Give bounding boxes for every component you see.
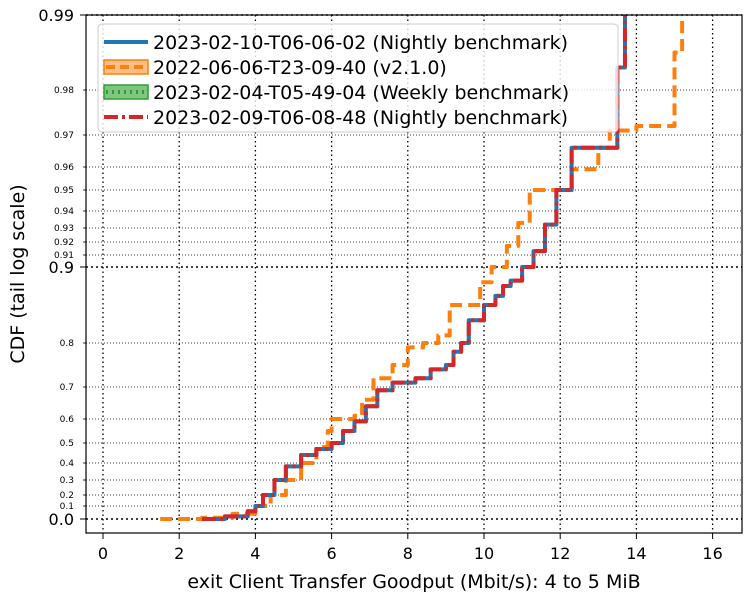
- x-tick-label: 14: [626, 544, 646, 563]
- legend-label: 2023-02-09-T06-08-48 (Nightly benchmark): [153, 107, 568, 129]
- x-tick-label: 10: [474, 544, 494, 563]
- y-minor-tick-label: 0.93: [54, 224, 74, 234]
- y-minor-tick-label: 0.91: [54, 251, 74, 261]
- legend: 2023-02-10-T06-06-02 (Nightly benchmark)…: [97, 23, 619, 133]
- x-tick-label: 16: [702, 544, 722, 563]
- ticks-layer: 0 2 4 6 8 10 12 14 16 0.0 0.9 0.99 0.10.2 0.3 0.4 0.5 0.…: [38, 6, 722, 563]
- x-tick-label: 6: [327, 544, 337, 563]
- x-tick-label: 8: [403, 544, 413, 563]
- y-minor-tick-label: 0.7: [60, 383, 74, 393]
- legend-label: 2023-02-10-T06-06-02 (Nightly benchmark): [153, 32, 568, 54]
- y-minor-tick-label: 0.95: [54, 186, 74, 196]
- x-tick-label: 12: [550, 544, 570, 563]
- y-minor-tick-label: 0.97: [54, 131, 74, 141]
- series-line: [202, 15, 627, 521]
- y-minor-tick-label: 0.98: [54, 86, 74, 96]
- y-major-tick-label: 0.0: [49, 510, 74, 529]
- y-minor-tick-label: 0.96: [54, 163, 74, 173]
- x-axis-label: exit Client Transfer Goodput (Mbit/s): 4…: [187, 571, 640, 593]
- x-tick-label: 0: [98, 544, 108, 563]
- y-minor-tick-label: 0.5: [60, 439, 74, 449]
- y-major-tick-label: 0.99: [38, 6, 74, 25]
- y-minor-tick-label: 0.8: [60, 339, 75, 349]
- y-minor-tick-label: 0.92: [54, 238, 74, 248]
- y-minor-tick-label: 0.94: [54, 207, 74, 217]
- series-line: [160, 15, 685, 521]
- legend-label: 2022-06-06-T23-09-40 (v2.1.0): [153, 57, 447, 79]
- x-tick-label: 4: [250, 544, 260, 563]
- y-minor-tick-label: 0.6: [60, 415, 75, 425]
- x-tick-label: 2: [174, 544, 184, 563]
- y-minor-tick-label: 0.2: [60, 491, 74, 501]
- series-layer: [160, 15, 685, 521]
- y-major-tick-label: 0.9: [49, 258, 74, 277]
- y-minor-tick-label: 0.1: [60, 502, 74, 512]
- legend-label: 2023-02-04-T05-49-04 (Weekly benchmark): [153, 82, 569, 104]
- y-minor-tick-label: 0.3: [60, 476, 74, 486]
- y-axis-label: CDF (tail log scale): [7, 184, 29, 363]
- y-minor-tick-label: 0.4: [60, 459, 75, 469]
- plot-frame: [85, 14, 743, 534]
- legend-box: [97, 23, 619, 133]
